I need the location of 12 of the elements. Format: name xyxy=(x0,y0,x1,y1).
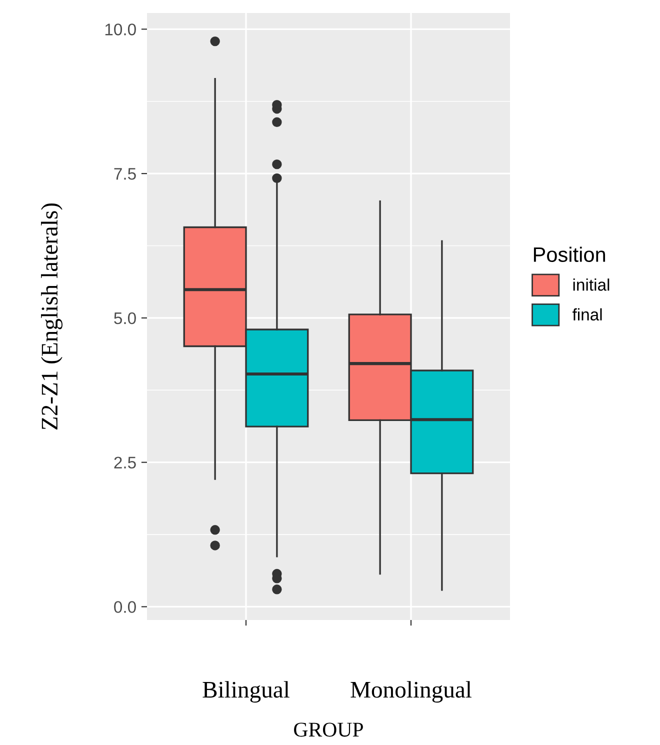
legend-label: final xyxy=(572,308,602,321)
y-axis-title: Z2-Z1 (English laterals) xyxy=(41,203,62,430)
x-tick-label: Bilingual xyxy=(202,681,290,703)
x-axis-title: GROUP xyxy=(294,722,363,737)
legend-title: Position xyxy=(534,246,606,262)
legend-label: initial xyxy=(573,278,610,291)
y-tick-label: 10.0 xyxy=(105,24,136,36)
y-tick-label: 5.0 xyxy=(114,312,136,324)
x-tick-label: Monolingual xyxy=(350,681,472,703)
y-tick-label: 7.5 xyxy=(114,168,136,180)
y-tick-label: 0.0 xyxy=(114,601,136,613)
y-tick-label: 2.5 xyxy=(114,456,136,469)
